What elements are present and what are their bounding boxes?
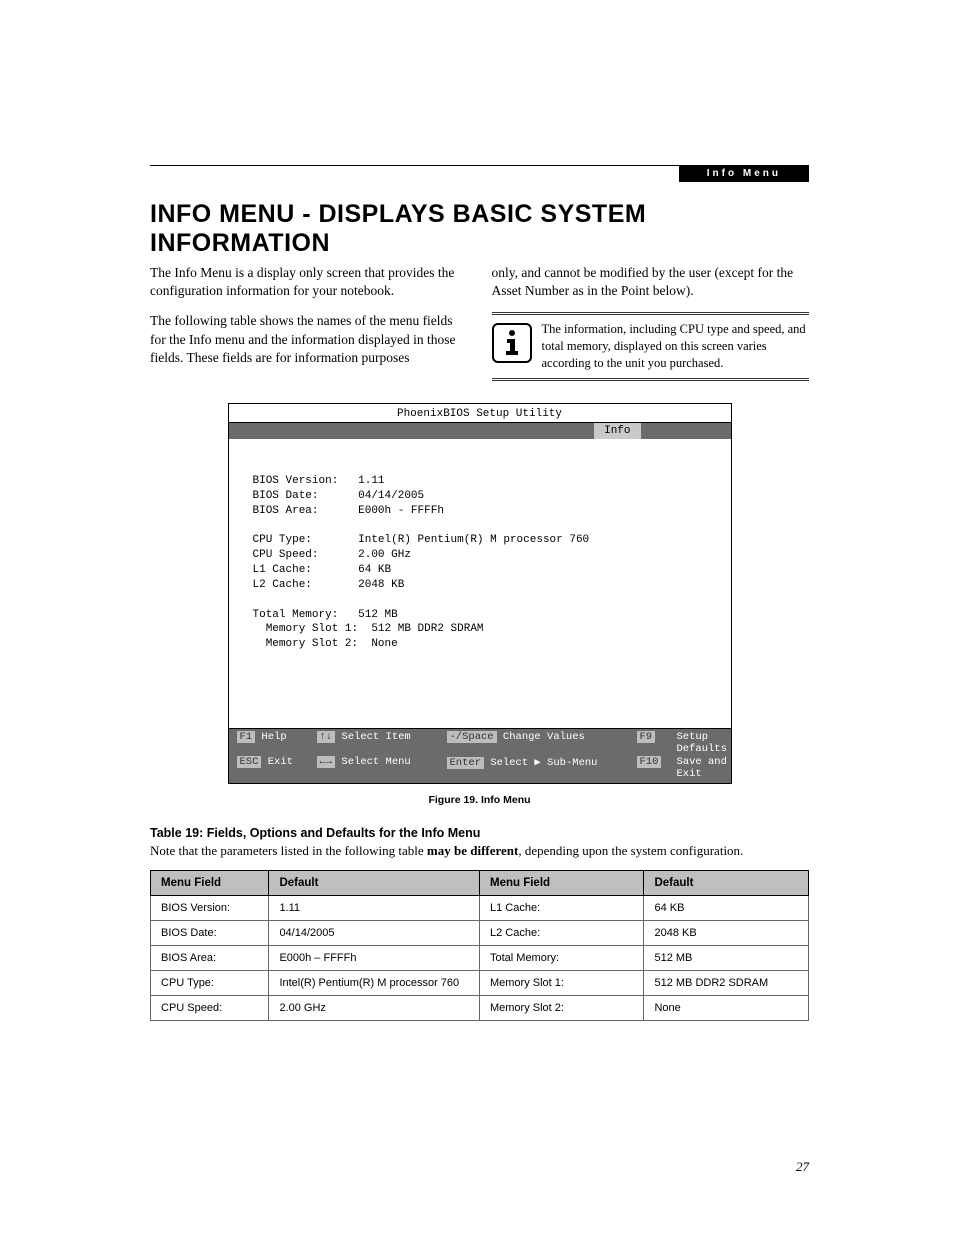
- table-cell: CPU Type:: [151, 970, 269, 995]
- label-select-submenu: Select ▶ Sub-Menu: [490, 757, 597, 769]
- bios-menubar: Info: [229, 423, 731, 439]
- intro-columns: The Info Menu is a display only screen t…: [150, 264, 809, 381]
- bios-screenshot: PhoenixBIOS Setup Utility Info BIOS Vers…: [228, 403, 732, 784]
- table-cell: BIOS Date:: [151, 920, 269, 945]
- key-f9: F9: [637, 731, 656, 743]
- table-cell: CPU Speed:: [151, 995, 269, 1020]
- col-default-2: Default: [644, 870, 809, 895]
- label-select-item: Select Item: [341, 731, 410, 743]
- table-note: Note that the parameters listed in the f…: [150, 842, 809, 860]
- key-f10: F10: [637, 756, 662, 768]
- key-leftright: ←→: [317, 756, 336, 768]
- key-updown: ↑↓: [317, 731, 336, 743]
- table-cell: BIOS Version:: [151, 895, 269, 920]
- bios-body: BIOS Version: 1.11 BIOS Date: 04/14/2005…: [229, 439, 731, 729]
- key-enter: Enter: [447, 757, 485, 769]
- table-cell: None: [644, 995, 809, 1020]
- col-menu-field-1: Menu Field: [151, 870, 269, 895]
- page-title: INFO MENU - DISPLAYS BASIC SYSTEM INFORM…: [150, 200, 809, 258]
- table-cell: L2 Cache:: [479, 920, 644, 945]
- col-menu-field-2: Menu Field: [479, 870, 644, 895]
- table-row: BIOS Version:1.11L1 Cache:64 KB: [151, 895, 809, 920]
- table-row: CPU Speed:2.00 GHzMemory Slot 2:None: [151, 995, 809, 1020]
- table-note-post: , depending upon the system configuratio…: [518, 843, 743, 858]
- label-save-exit: Save and Exit: [677, 756, 727, 780]
- info-note: The information, including CPU type and …: [492, 312, 810, 381]
- table-cell: Memory Slot 1:: [479, 970, 644, 995]
- key-minus-space: -/Space: [447, 731, 497, 743]
- table-cell: Memory Slot 2:: [479, 995, 644, 1020]
- table-cell: 04/14/2005: [269, 920, 480, 945]
- label-select-menu: Select Menu: [341, 756, 410, 768]
- label-change-values: Change Values: [503, 731, 585, 743]
- table-cell: 512 MB DDR2 SDRAM: [644, 970, 809, 995]
- intro-p1: The Info Menu is a display only screen t…: [150, 264, 468, 300]
- key-esc: ESC: [237, 756, 262, 768]
- col-default-1: Default: [269, 870, 480, 895]
- bios-active-tab: Info: [594, 423, 640, 439]
- intro-p3: only, and cannot be modified by the user…: [492, 264, 810, 300]
- table-note-pre: Note that the parameters listed in the f…: [150, 843, 427, 858]
- info-note-text: The information, including CPU type and …: [542, 321, 810, 372]
- bios-footer: F1 Help ↑↓ Select Item -/Space Change Va…: [229, 729, 731, 783]
- table-title: Table 19: Fields, Options and Defaults f…: [150, 826, 809, 840]
- figure-caption: Figure 19. Info Menu: [150, 794, 809, 806]
- table-header-row: Menu Field Default Menu Field Default: [151, 870, 809, 895]
- table-cell: Total Memory:: [479, 945, 644, 970]
- key-f1: F1: [237, 731, 256, 743]
- table-row: BIOS Area:E000h – FFFFhTotal Memory:512 …: [151, 945, 809, 970]
- table-cell: 512 MB: [644, 945, 809, 970]
- table-cell: L1 Cache:: [479, 895, 644, 920]
- table-row: BIOS Date:04/14/2005L2 Cache:2048 KB: [151, 920, 809, 945]
- table-cell: 2.00 GHz: [269, 995, 480, 1020]
- bios-title: PhoenixBIOS Setup Utility: [229, 404, 731, 423]
- info-icon: [492, 323, 532, 363]
- table-cell: Intel(R) Pentium(R) M processor 760: [269, 970, 480, 995]
- table-note-bold: may be different: [427, 843, 518, 858]
- table-cell: 1.11: [269, 895, 480, 920]
- table-cell: BIOS Area:: [151, 945, 269, 970]
- fields-table: Menu Field Default Menu Field Default BI…: [150, 870, 809, 1021]
- label-help: Help: [261, 731, 286, 743]
- table-cell: E000h – FFFFh: [269, 945, 480, 970]
- label-exit: Exit: [268, 756, 293, 768]
- intro-p2: The following table shows the names of t…: [150, 312, 468, 367]
- label-setup-defaults: Setup Defaults: [677, 731, 727, 755]
- table-cell: 2048 KB: [644, 920, 809, 945]
- table-row: CPU Type:Intel(R) Pentium(R) M processor…: [151, 970, 809, 995]
- page-number: 27: [796, 1159, 809, 1175]
- section-tab: Info Menu: [679, 165, 809, 182]
- table-cell: 64 KB: [644, 895, 809, 920]
